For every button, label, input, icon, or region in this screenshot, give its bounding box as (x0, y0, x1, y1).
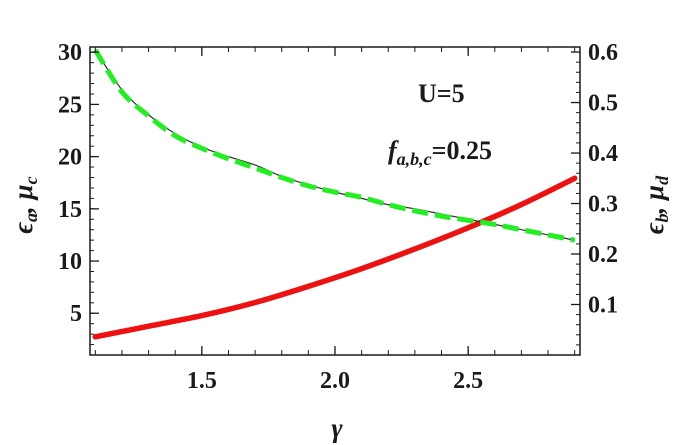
y-left-label-main-1: ϵ (8, 222, 38, 234)
x-tick-label: 2.0 (320, 368, 350, 394)
y-left-tick-label: 25 (58, 92, 82, 118)
y-right-tick-label: 0.5 (588, 91, 618, 117)
annotation-f-value: =0.25 (432, 136, 492, 165)
y-right-tick-label: 0.2 (588, 242, 618, 268)
annotation-u: U=5 (418, 79, 465, 108)
ticks-group: 1.5 2.0 2.5 5 10 15 20 25 30 0.1 0.2 0.3 0.4 0.5 0.6 (58, 40, 618, 394)
x-tick-label: 2.5 (453, 368, 483, 394)
y-left-label-sub-1: a (21, 213, 41, 222)
y-left-label-main-2: μ (8, 184, 38, 201)
x-axis-title: γ (331, 413, 343, 443)
y-left-tick-label: 30 (58, 40, 82, 66)
y-right-label-sub-1: b (652, 213, 672, 222)
y-right-label-sub-2: d (652, 175, 672, 185)
y-left-label-sep: , (8, 199, 38, 214)
y-left-tick-label: 5 (70, 301, 82, 327)
y-right-tick-label: 0.1 (588, 293, 618, 319)
series-group (92, 48, 578, 340)
y-left-tick-label: 10 (58, 249, 82, 275)
y-left-axis-title: ϵa, μc (8, 176, 41, 233)
x-tick-label: 1.5 (187, 368, 217, 394)
y-right-tick-label: 0.3 (588, 192, 618, 218)
y-right-tick-label: 0.4 (588, 141, 618, 167)
y-left-tick-label: 15 (58, 197, 82, 223)
y-left-tick-label: 20 (58, 145, 82, 171)
y-left-label-sub-2: c (21, 176, 41, 184)
y-right-label-sep: , (639, 200, 669, 215)
y-right-label-main-2: μ (639, 185, 669, 202)
annotation-f-main: f (388, 136, 399, 165)
annotation-f-sub: a,b,c (397, 149, 432, 169)
y-right-axis-title: ϵb, μd (639, 175, 672, 234)
series-line-green-dashed (93, 48, 576, 243)
annotation-f: fa,b,c=0.25 (388, 136, 492, 169)
series-line-red (92, 175, 578, 340)
y-right-label-main-1: ϵ (639, 222, 669, 234)
y-right-tick-label: 0.6 (588, 40, 618, 66)
